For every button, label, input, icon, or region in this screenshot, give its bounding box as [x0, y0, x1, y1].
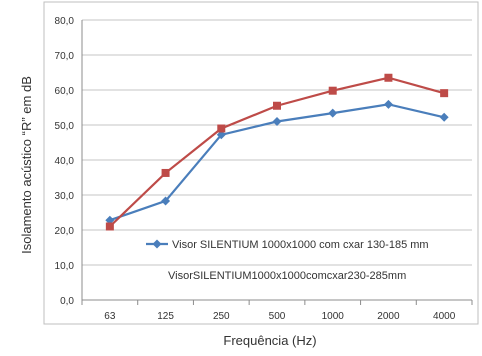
x-tick-label: 125	[157, 311, 174, 322]
data-point	[217, 124, 226, 133]
y-tick-label: 0,0	[60, 296, 74, 307]
data-point	[105, 215, 115, 225]
y-tick-label: 20,0	[55, 226, 75, 237]
data-point	[328, 86, 337, 95]
data-point	[383, 99, 393, 109]
data-point	[216, 130, 226, 140]
data-point	[272, 117, 282, 126]
axes	[81, 20, 473, 305]
y-tick-label: 30,0	[55, 191, 75, 202]
legend-label: VisorSILENTIUM1000x1000comcxar230-285mm	[168, 270, 406, 282]
y-tick-label: 70,0	[55, 51, 75, 62]
data-point	[161, 168, 170, 177]
data-point	[384, 73, 393, 82]
data-point	[161, 196, 171, 206]
x-tick-label: 1000	[322, 311, 345, 322]
y-tick-label: 50,0	[55, 121, 75, 132]
x-tick-label: 2000	[377, 311, 400, 322]
legend-label: Visor SILENTIUM 1000x1000 com cxar 130-1…	[172, 239, 429, 251]
x-tick-label: 250	[213, 311, 230, 322]
y-tick-label: 80,0	[55, 16, 75, 27]
data-point	[273, 101, 281, 110]
y-tick-label: 60,0	[55, 86, 75, 97]
x-axis-title: Frequência (Hz)	[223, 333, 316, 348]
y-axis-title: Isolamento acústico “R” em dB	[19, 76, 34, 254]
series-lines	[105, 73, 449, 231]
data-point	[440, 89, 449, 98]
data-point	[152, 239, 162, 249]
x-tick-labels: 63 125 250 500 1000 2000 4000	[104, 311, 455, 322]
x-tick-label: 4000	[433, 311, 456, 322]
data-point	[105, 222, 114, 231]
x-tick-label: 63	[104, 311, 116, 322]
legend: Visor SILENTIUM 1000x1000 com cxar 130-1…	[146, 239, 429, 282]
data-point	[328, 108, 338, 118]
y-tick-label: 40,0	[55, 156, 75, 167]
data-point	[439, 112, 449, 122]
x-tick-label: 500	[269, 311, 286, 322]
chart-border	[43, 1, 479, 325]
y-tick-label: 10,0	[55, 261, 75, 272]
y-tick-labels: 0,0 10,0 20,0 30,0 40,0 50,0 60,0 70,0 80,0	[55, 16, 75, 307]
